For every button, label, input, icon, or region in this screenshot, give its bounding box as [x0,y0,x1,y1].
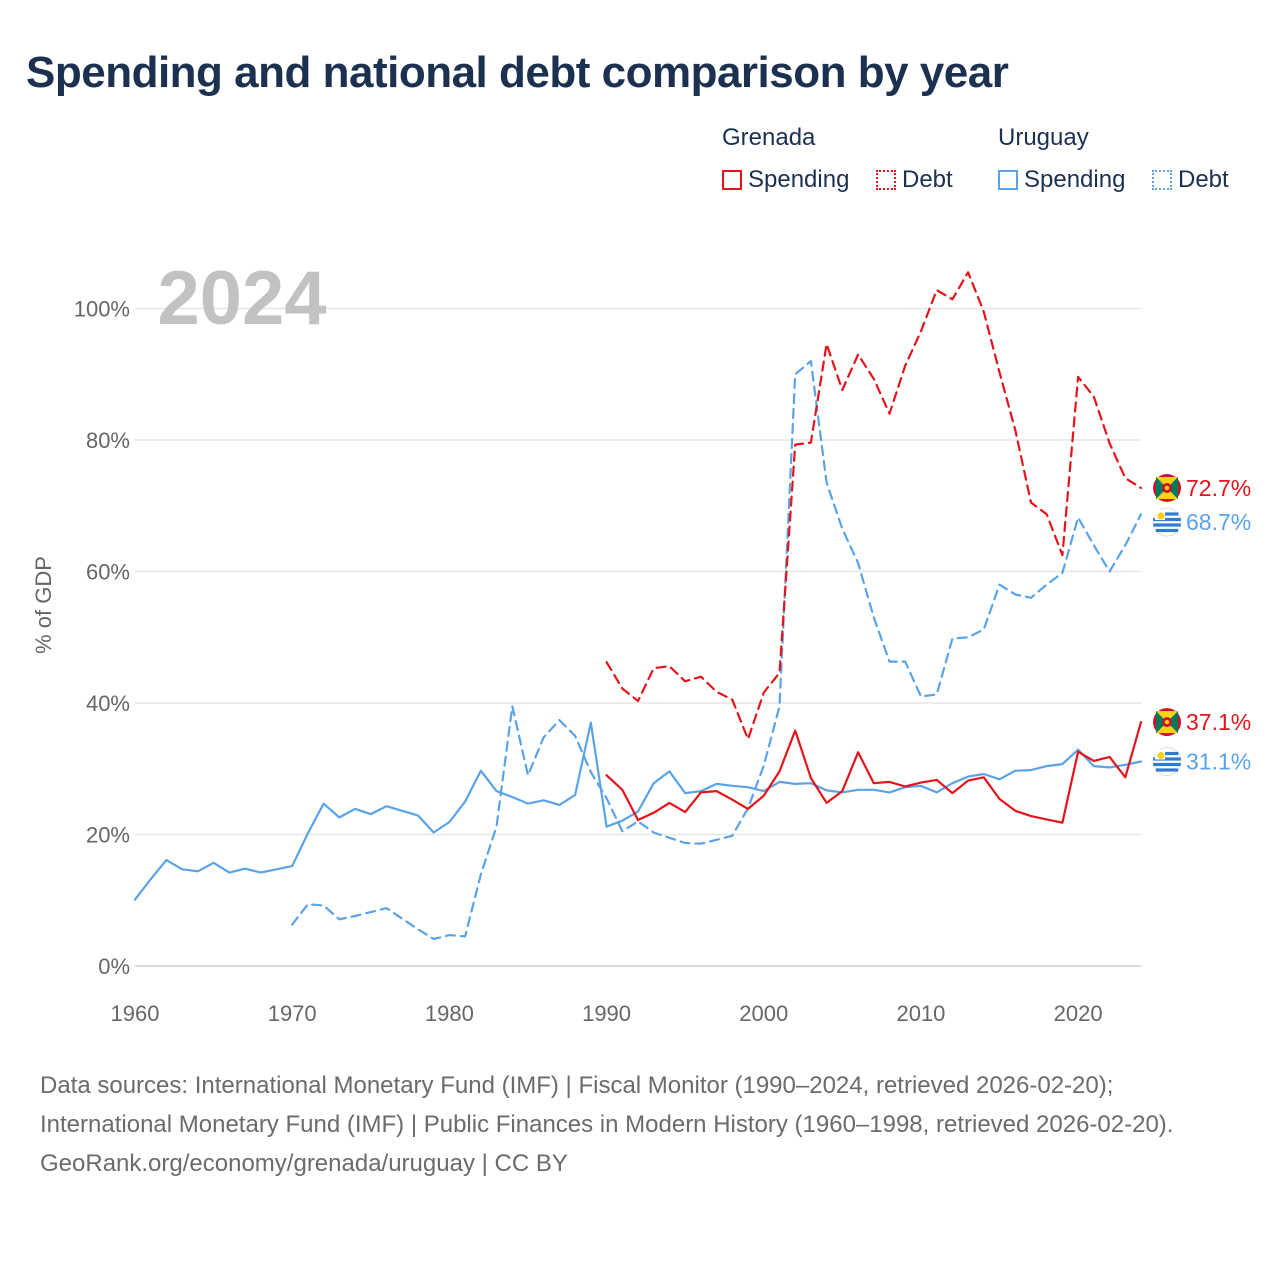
series-line-grenada-debt[interactable] [605,271,1143,741]
gridlines [135,307,1141,967]
legend-item-uruguay-spending[interactable]: Spending [998,166,1125,194]
legend-item-label: Spending [748,166,850,193]
grenada-flag-icon [1153,474,1181,502]
legend-group-uruguay: Uruguay Spending Debt [998,124,1258,204]
y-tick-label: 20% [86,823,130,848]
y-tick-label: 40% [86,691,130,716]
x-tick-label: 2000 [739,1001,788,1026]
legend-item-uruguay-debt[interactable]: Debt [1152,166,1229,194]
x-tick-label: 1980 [425,1001,474,1026]
series-lines [133,271,1143,941]
y-tick-label: 0% [98,954,130,979]
credit-link[interactable]: GeoRank.org/economy/grenada/uruguay | CC… [40,1150,568,1177]
legend-item-label: Spending [1024,166,1126,193]
legend-group-grenada: Grenada Spending Debt [722,124,982,204]
legend-group-name: Uruguay [998,124,1089,151]
series-line-grenada-spending[interactable] [605,720,1143,824]
legend-swatch-solid [998,170,1018,190]
line-chart: 2024 % of GDP 0% 20% 40% 60% 80% 100% 1960 1970… [31,256,1251,1027]
series-line-uruguay-spending[interactable] [133,721,1143,901]
x-tick-label: 1970 [268,1001,317,1026]
end-labels: 72.7% 68.7% 37.1% 31.1% [1152,474,1251,776]
end-value-label: 72.7% [1186,475,1251,501]
legend-group-name: Grenada [722,124,816,151]
legend-swatch-dotted [1152,170,1172,190]
grenada-flag-icon [1153,708,1181,737]
uruguay-flag-icon [1152,507,1182,537]
y-tick-label: 80% [86,428,130,453]
end-value-label: 68.7% [1186,509,1251,535]
axis-ticks: 0% 20% 40% 60% 80% 100% 1960 1970 1980 1990 2000 20… [74,297,1103,1027]
end-value-label: 37.1% [1186,709,1251,735]
legend-item-label: Debt [902,166,953,193]
x-tick-label: 1960 [111,1001,160,1026]
y-axis-label: % of GDP [31,556,56,654]
legend-item-grenada-debt[interactable]: Debt [876,166,953,194]
legend-swatch-solid [722,170,742,190]
x-tick-label: 2010 [896,1001,945,1026]
uruguay-flag-icon [1152,747,1182,776]
y-tick-label: 100% [74,297,130,322]
end-value-label: 31.1% [1186,749,1251,775]
legend-item-grenada-spending[interactable]: Spending [722,166,849,194]
year-watermark: 2024 [157,256,326,341]
footer: Data sources: International Monetary Fun… [40,1066,1240,1183]
chart-title: Spending and national debt comparison by… [26,48,1009,97]
x-tick-label: 1990 [582,1001,631,1026]
data-sources: Data sources: International Monetary Fun… [40,1072,1174,1138]
series-line-uruguay-debt[interactable] [291,360,1143,941]
y-tick-label: 60% [86,560,130,585]
legend-item-label: Debt [1178,166,1229,193]
x-tick-label: 2020 [1054,1001,1103,1026]
legend-swatch-dotted [876,170,896,190]
